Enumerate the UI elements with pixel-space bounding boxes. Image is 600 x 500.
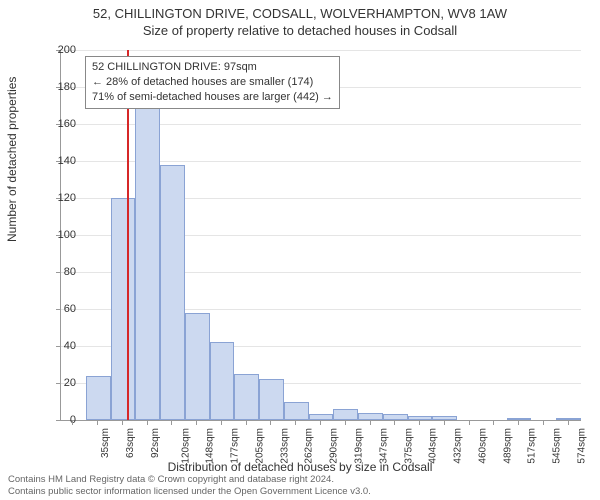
title-subtitle: Size of property relative to detached ho… — [0, 21, 600, 38]
footer-line: Contains public sector information licen… — [8, 486, 371, 498]
x-tick-label: 517sqm — [527, 428, 538, 464]
x-tick-mark — [370, 420, 371, 425]
x-tick-mark — [444, 420, 445, 425]
histogram-bar — [556, 418, 581, 420]
footer: Contains HM Land Registry data © Crown c… — [8, 474, 371, 498]
x-tick-mark — [518, 420, 519, 425]
x-tick-label: 290sqm — [329, 428, 340, 464]
x-tick-mark — [270, 420, 271, 425]
histogram-bar — [160, 165, 185, 420]
x-tick-label: 35sqm — [100, 428, 111, 458]
x-tick-label: 574sqm — [576, 428, 587, 464]
x-tick-mark — [147, 420, 148, 425]
x-tick-label: 177sqm — [230, 428, 241, 464]
x-tick-mark — [419, 420, 420, 425]
x-tick-mark — [171, 420, 172, 425]
x-tick-label: 120sqm — [180, 428, 191, 464]
y-axis-label: Number of detached properties — [5, 77, 19, 242]
x-tick-mark — [221, 420, 222, 425]
x-tick-mark — [246, 420, 247, 425]
histogram-bar — [358, 413, 383, 420]
annotation-box: 52 CHILLINGTON DRIVE: 97sqm ← 28% of det… — [85, 56, 340, 109]
x-tick-label: 262sqm — [304, 428, 315, 464]
x-tick-label: 148sqm — [205, 428, 216, 464]
y-tick-label: 140 — [46, 155, 76, 167]
title-address: 52, CHILLINGTON DRIVE, CODSALL, WOLVERHA… — [0, 0, 600, 21]
x-tick-mark — [568, 420, 569, 425]
x-tick-label: 489sqm — [502, 428, 513, 464]
y-tick-label: 180 — [46, 81, 76, 93]
x-tick-label: 404sqm — [428, 428, 439, 464]
chart-container: 52, CHILLINGTON DRIVE, CODSALL, WOLVERHA… — [0, 0, 600, 500]
y-tick-label: 120 — [46, 192, 76, 204]
x-tick-mark — [345, 420, 346, 425]
grid-line — [61, 50, 581, 51]
x-tick-label: 375sqm — [403, 428, 414, 464]
y-tick-label: 20 — [46, 377, 76, 389]
histogram-bar — [185, 313, 210, 420]
annotation-line: ← 28% of detached houses are smaller (17… — [92, 75, 333, 90]
x-tick-mark — [493, 420, 494, 425]
x-tick-mark — [97, 420, 98, 425]
histogram-bar — [210, 342, 235, 420]
y-tick-label: 80 — [46, 266, 76, 278]
x-tick-label: 205sqm — [255, 428, 266, 464]
x-tick-label: 432sqm — [453, 428, 464, 464]
x-tick-label: 460sqm — [477, 428, 488, 464]
x-tick-label: 233sqm — [279, 428, 290, 464]
y-tick-label: 160 — [46, 118, 76, 130]
x-tick-label: 92sqm — [150, 428, 161, 458]
x-tick-mark — [295, 420, 296, 425]
histogram-bar — [284, 402, 309, 421]
x-tick-mark — [196, 420, 197, 425]
x-tick-label: 545sqm — [552, 428, 563, 464]
annotation-line: 71% of semi-detached houses are larger (… — [92, 90, 333, 105]
x-tick-mark — [543, 420, 544, 425]
y-tick-label: 40 — [46, 340, 76, 352]
footer-line: Contains HM Land Registry data © Crown c… — [8, 474, 371, 486]
x-tick-label: 63sqm — [125, 428, 136, 458]
histogram-bar — [86, 376, 111, 420]
x-tick-mark — [394, 420, 395, 425]
histogram-bar — [135, 87, 160, 420]
histogram-bar — [432, 416, 457, 420]
histogram-bar — [234, 374, 259, 420]
annotation-line: 52 CHILLINGTON DRIVE: 97sqm — [92, 60, 333, 75]
histogram-bar — [111, 198, 136, 420]
x-tick-label: 319sqm — [354, 428, 365, 464]
x-tick-label: 347sqm — [378, 428, 389, 464]
y-tick-label: 60 — [46, 303, 76, 315]
y-tick-label: 100 — [46, 229, 76, 241]
x-tick-mark — [469, 420, 470, 425]
x-tick-mark — [122, 420, 123, 425]
histogram-bar — [333, 409, 358, 420]
histogram-bar — [259, 379, 284, 420]
y-tick-label: 200 — [46, 44, 76, 56]
x-tick-mark — [320, 420, 321, 425]
plot-area: 52 CHILLINGTON DRIVE: 97sqm ← 28% of det… — [60, 50, 581, 421]
x-tick-mark — [72, 420, 73, 425]
